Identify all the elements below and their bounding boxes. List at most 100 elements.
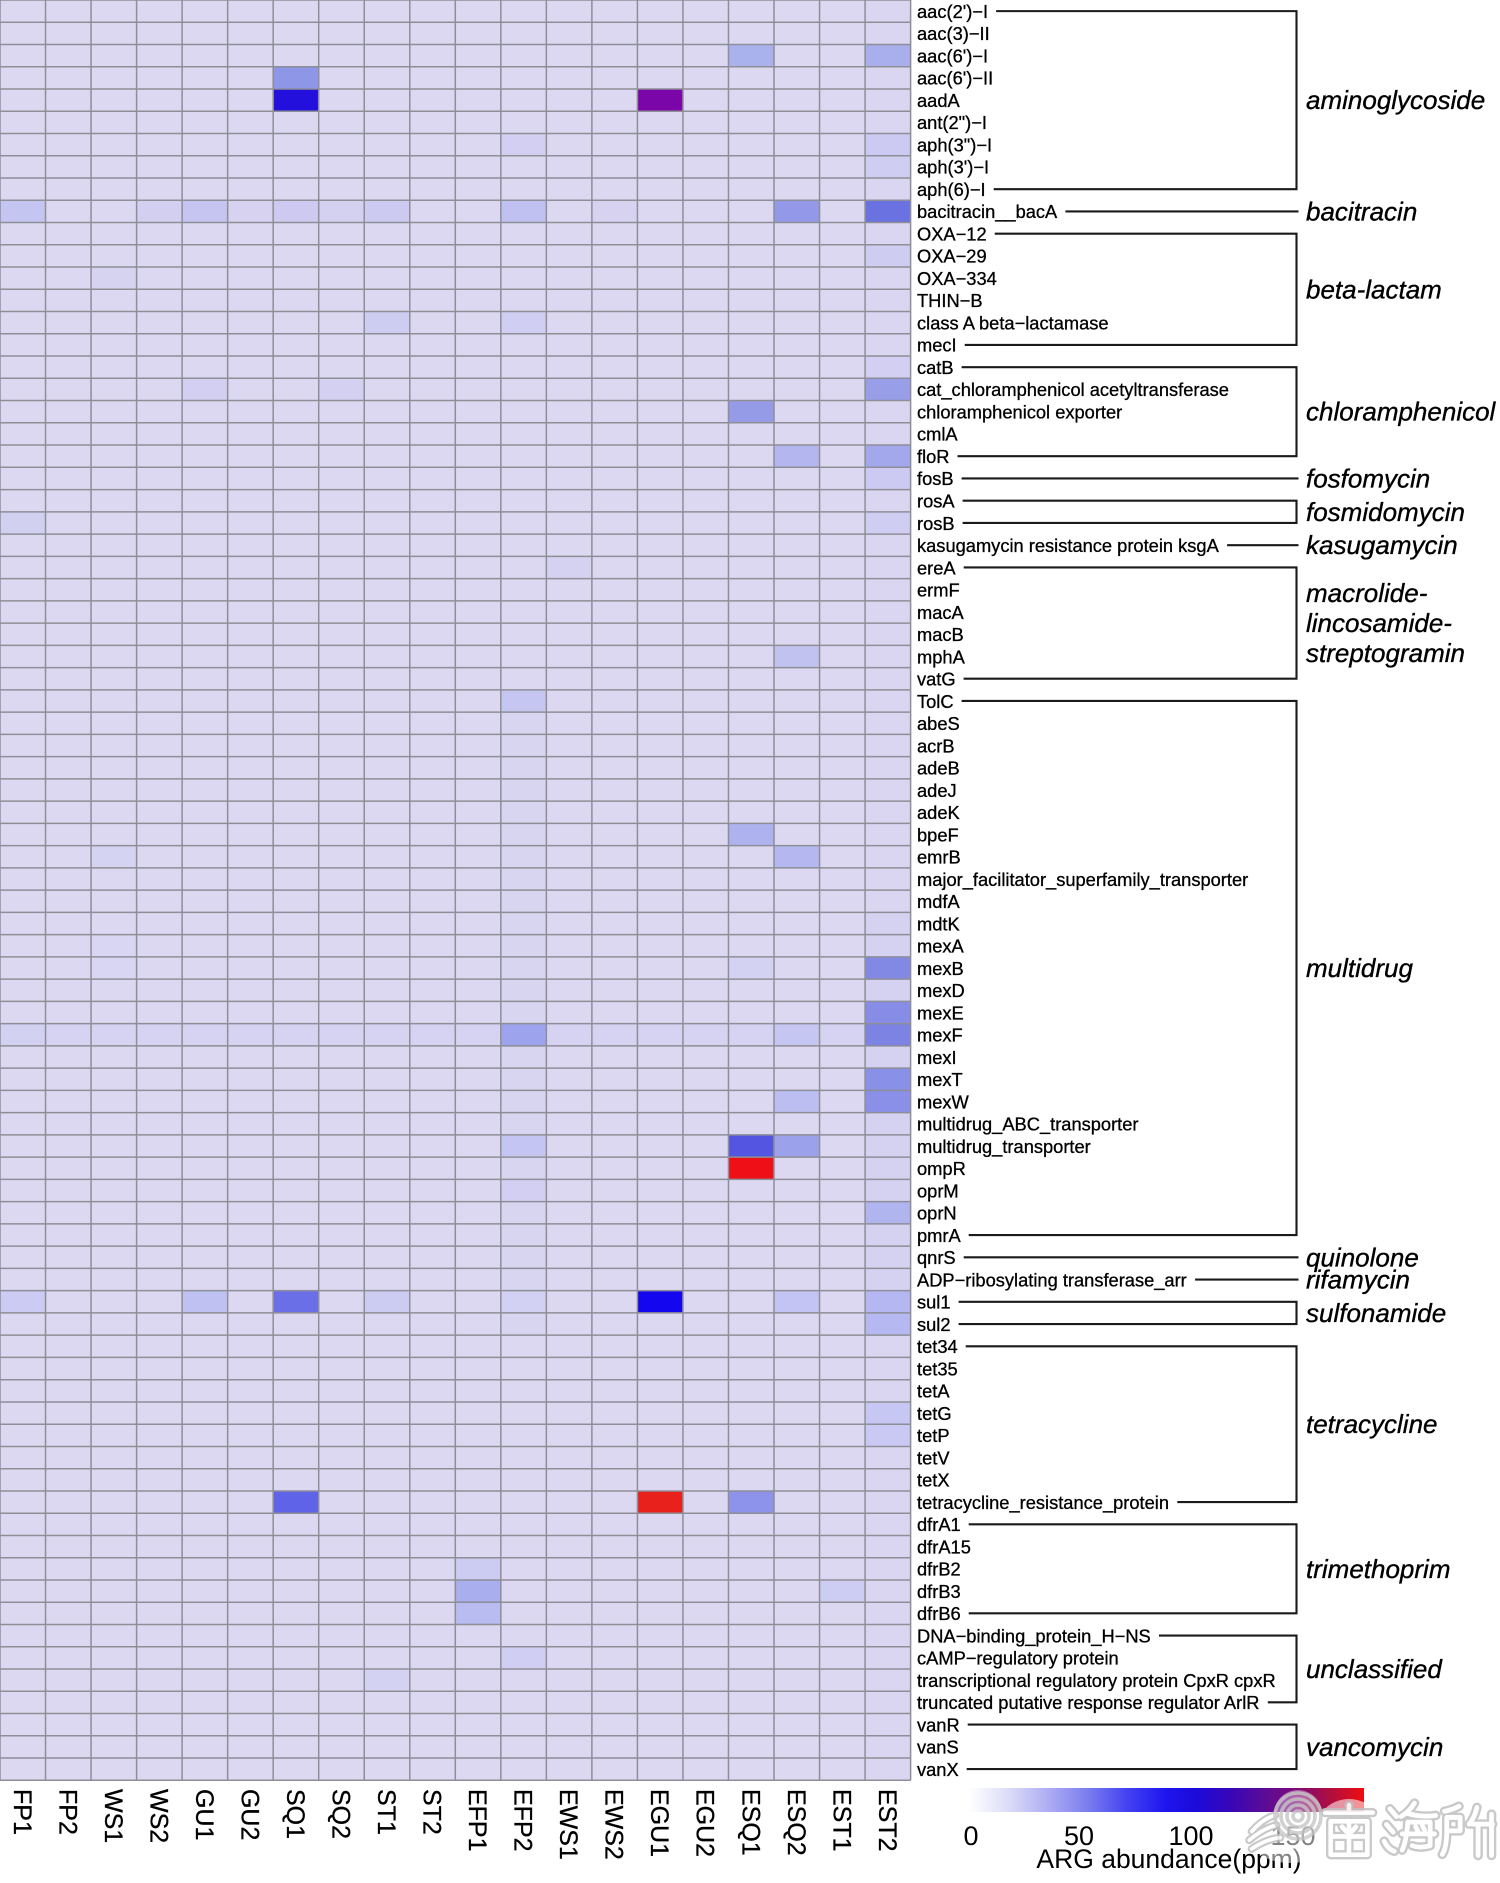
svg-text:vancomycin: vancomycin [1306,1732,1443,1762]
svg-text:ereA: ereA [917,557,956,578]
svg-text:kasugamycin: kasugamycin [1306,530,1458,560]
svg-text:adeJ: adeJ [917,780,957,801]
svg-text:rosB: rosB [917,513,955,534]
svg-text:dfrB6: dfrB6 [917,1603,961,1624]
svg-text:cat_chloramphenicol acetyltran: cat_chloramphenicol acetyltransferase [917,379,1229,401]
svg-text:pmrA: pmrA [917,1225,961,1246]
svg-text:class A beta−lactamase: class A beta−lactamase [917,312,1109,333]
svg-text:bpeF: bpeF [917,824,959,845]
svg-text:bacitracin__bacA: bacitracin__bacA [917,201,1058,223]
svg-text:emrB: emrB [917,847,961,868]
svg-text:EFP2: EFP2 [509,1789,537,1852]
svg-text:major_facilitator_superfamily_: major_facilitator_superfamily_transporte… [917,869,1248,891]
svg-text:adeB: adeB [917,758,960,779]
svg-text:EWS2: EWS2 [600,1789,628,1860]
svg-text:aph(3')−I: aph(3')−I [917,157,989,178]
svg-text:OXA−334: OXA−334 [917,268,997,289]
svg-text:dfrB3: dfrB3 [917,1581,961,1602]
svg-text:TolC: TolC [917,691,954,712]
svg-text:SQ2: SQ2 [326,1789,354,1839]
svg-text:mdfA: mdfA [917,891,960,912]
svg-text:WS1: WS1 [99,1789,127,1843]
svg-text:dfrB2: dfrB2 [917,1559,961,1580]
svg-text:GU2: GU2 [235,1789,263,1840]
svg-text:aac(6')−II: aac(6')−II [917,68,993,89]
svg-text:acrB: acrB [917,735,955,756]
svg-text:quinolone: quinolone [1306,1242,1419,1272]
svg-text:DNA−binding_protein_H−NS: DNA−binding_protein_H−NS [917,1625,1151,1647]
svg-text:mexB: mexB [917,958,964,979]
svg-text:50: 50 [1064,1821,1094,1851]
svg-text:transcriptional regulatory pro: transcriptional regulatory protein CpxR … [917,1670,1276,1691]
svg-text:fosfomycin: fosfomycin [1306,463,1430,493]
svg-text:bacitracin: bacitracin [1306,196,1417,226]
svg-text:aph(3")−I: aph(3")−I [917,134,992,155]
svg-text:rosA: rosA [917,490,955,511]
svg-text:qnrS: qnrS [917,1247,956,1268]
svg-text:dfrA15: dfrA15 [917,1536,971,1557]
svg-text:sulfonamide: sulfonamide [1306,1298,1446,1328]
svg-text:EST1: EST1 [827,1789,855,1852]
svg-text:trimethoprim: trimethoprim [1306,1554,1450,1584]
svg-text:aac(6')−I: aac(6')−I [917,45,988,66]
svg-text:OXA−29: OXA−29 [917,246,987,267]
svg-text:ST2: ST2 [418,1789,446,1835]
svg-text:WS2: WS2 [144,1789,172,1843]
svg-text:mecI: mecI [917,335,957,356]
svg-text:mexA: mexA [917,936,965,957]
svg-text:FP1: FP1 [8,1789,36,1835]
svg-text:mexW: mexW [917,1091,970,1112]
svg-text:rifamycin: rifamycin [1306,1265,1410,1295]
svg-text:aac(2')−I: aac(2')−I [917,1,988,22]
svg-text:EFP1: EFP1 [463,1789,491,1852]
svg-text:EGU1: EGU1 [645,1789,673,1857]
svg-text:tetA: tetA [917,1381,950,1402]
svg-text:vanR: vanR [917,1714,960,1735]
svg-text:kasugamycin resistance protein: kasugamycin resistance protein ksgA [917,535,1220,556]
svg-text:ant(2")−I: ant(2")−I [917,112,987,133]
svg-text:ESQ1: ESQ1 [736,1789,764,1856]
svg-text:aph(6)−I: aph(6)−I [917,179,986,200]
svg-text:unclassified: unclassified [1306,1654,1443,1684]
svg-text:tetracycline_resistance_protei: tetracycline_resistance_protein [917,1492,1169,1514]
svg-text:mexT: mexT [917,1069,963,1090]
svg-text:ESQ2: ESQ2 [782,1789,810,1856]
svg-text:macB: macB [917,624,964,645]
svg-text:tetP: tetP [917,1425,950,1446]
svg-text:vanS: vanS [917,1737,959,1758]
svg-text:FP2: FP2 [53,1789,81,1835]
svg-text:ermF: ermF [917,580,960,601]
svg-text:macA: macA [917,602,965,623]
svg-text:chloramphenicol exporter: chloramphenicol exporter [917,401,1122,422]
svg-text:mexD: mexD [917,980,965,1001]
svg-text:adeK: adeK [917,802,960,823]
svg-text:0: 0 [963,1821,978,1851]
svg-text:multidrug_ABC_transporter: multidrug_ABC_transporter [917,1114,1139,1136]
svg-text:multidrug: multidrug [1306,953,1413,983]
svg-text:macrolide-: macrolide- [1306,578,1428,608]
svg-text:ompR: ompR [917,1158,966,1179]
svg-text:floR: floR [917,446,950,467]
svg-text:cAMP−regulatory protein: cAMP−regulatory protein [917,1648,1119,1669]
svg-text:vatG: vatG [917,669,956,690]
svg-text:oprN: oprN [917,1203,957,1224]
svg-text:mexF: mexF [917,1025,963,1046]
svg-text:tetG: tetG [917,1403,952,1424]
svg-text:SQ1: SQ1 [281,1789,309,1839]
svg-text:fosmidomycin: fosmidomycin [1306,497,1465,527]
svg-text:tetracycline: tetracycline [1306,1409,1438,1439]
svg-text:sul2: sul2 [917,1314,951,1335]
svg-text:aadA: aadA [917,90,961,111]
svg-text:ADP−ribosylating transferase_a: ADP−ribosylating transferase_arr [917,1269,1187,1291]
svg-text:tetX: tetX [917,1470,950,1491]
svg-text:ST1: ST1 [372,1789,400,1835]
svg-text:oprM: oprM [917,1180,959,1201]
svg-text:THIN−B: THIN−B [917,290,983,311]
svg-text:cmlA: cmlA [917,424,958,445]
svg-text:GU1: GU1 [190,1789,218,1840]
svg-text:tet34: tet34 [917,1336,958,1357]
svg-text:EGU2: EGU2 [691,1789,719,1857]
svg-text:tet35: tet35 [917,1358,958,1379]
svg-text:EWS1: EWS1 [554,1789,582,1860]
svg-text:mphA: mphA [917,646,966,667]
